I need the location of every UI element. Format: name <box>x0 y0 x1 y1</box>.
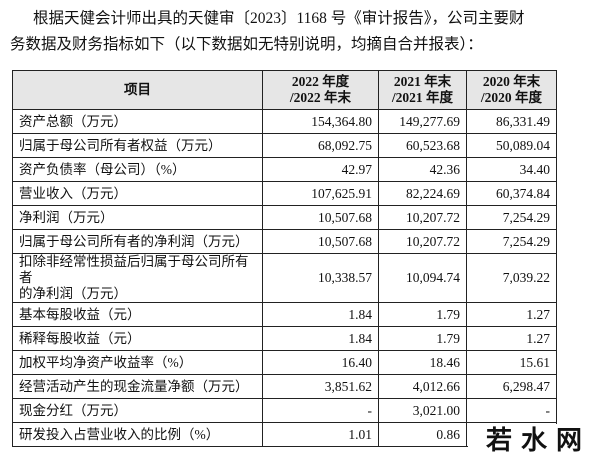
table-row: 营业收入（万元） 107,625.91 82,224.69 60,374.84 <box>12 181 557 206</box>
table-row: 基本每股收益（元） 1.84 1.79 1.27 <box>12 302 557 327</box>
header-cell: 2021 年末 /2021 年度 <box>378 70 467 110</box>
header-cell: 2022 年度 /2022 年末 <box>262 70 379 110</box>
value-cell: 1.79 <box>378 302 467 327</box>
value-cell: 86,331.49 <box>466 109 557 134</box>
item-cell: 现金分红（万元） <box>12 398 263 423</box>
value-cell: 6,298.47 <box>466 374 557 399</box>
table-row: 稀释每股收益（元） 1.84 1.79 1.27 <box>12 326 557 351</box>
item-cell: 营业收入（万元） <box>12 181 263 206</box>
header-cell: 项目 <box>12 70 263 110</box>
intro-line: 根据天健会计师出具的天健审〔2023〕1168 号《审计报告》，公司主要财 <box>33 10 525 27</box>
value-cell: 42.97 <box>262 157 379 182</box>
item-cell: 资产负债率（母公司）（%） <box>12 157 263 182</box>
value-cell: 7,254.29 <box>466 229 557 254</box>
table-row: 归属于母公司所有者的净利润（万元） 10,507.68 10,207.72 7,254… <box>12 229 557 254</box>
value-cell: 68,092.75 <box>262 133 379 158</box>
table-row: 资产总额（万元） 154,364.80 149,277.69 86,331.49 <box>12 109 557 134</box>
value-cell: - <box>262 398 379 423</box>
value-cell: 42.36 <box>378 157 467 182</box>
header-row: 项目 2022 年度 /2022 年末 2021 年末 /2021 年度 2020 年… <box>12 70 557 110</box>
value-cell: 10,507.68 <box>262 205 379 230</box>
value-cell: 10,207.72 <box>378 205 467 230</box>
item-cell: 净利润（万元） <box>12 205 263 230</box>
data-table: 项目 2022 年度 /2022 年末 2021 年末 /2021 年度 2020 年… <box>12 70 557 447</box>
value-cell: 7,254.29 <box>466 205 557 230</box>
item-cell: 基本每股收益（元） <box>12 302 263 327</box>
value-cell: 4,012.66 <box>378 374 467 399</box>
value-cell: 3,851.62 <box>262 374 379 399</box>
value-cell: 1.01 <box>262 422 379 447</box>
intro: 根据天健会计师出具的天健审〔2023〕1168 号《审计报告》，公司主要财 务数… <box>10 6 590 58</box>
value-cell: 60,374.84 <box>466 181 557 206</box>
item-cell: 经营活动产生的现金流量净额（万元） <box>12 374 263 399</box>
header-cell: 2020 年末 /2020 年度 <box>466 70 557 110</box>
item-cell: 加权平均净资产收益率（%） <box>12 350 263 375</box>
item-cell: 研发投入占营业收入的比例（%） <box>12 422 263 447</box>
table-row: 加权平均净资产收益率（%） 16.40 18.46 15.61 <box>12 350 557 375</box>
value-cell: 1.84 <box>262 326 379 351</box>
watermark: 若 水 网 <box>468 424 600 467</box>
value-cell: 1.79 <box>378 326 467 351</box>
value-cell: 1.27 <box>466 326 557 351</box>
table-row: 现金分红（万元） -3,021.00- <box>12 398 557 423</box>
value-cell: - <box>466 398 557 423</box>
value-cell: 1.27 <box>466 302 557 327</box>
table-row: 净利润（万元） 10,507.68 10,207.72 7,254.29 <box>12 205 557 230</box>
value-cell: 10,507.68 <box>262 229 379 254</box>
value-cell: 149,277.69 <box>378 109 467 134</box>
value-cell: 18.46 <box>378 350 467 375</box>
value-cell: 16.40 <box>262 350 379 375</box>
item-cell: 扣除非经常性损益后归属于母公司所有者 的净利润（万元） <box>12 253 263 303</box>
table-row: 资产负债率（母公司）（%） 42.97 42.36 34.40 <box>12 157 557 182</box>
value-cell: 7,039.22 <box>466 253 557 303</box>
intro-line: 务数据及财务指标如下（以下数据如无特别说明，均摘自合并报表）： <box>10 36 483 53</box>
value-cell: 107,625.91 <box>262 181 379 206</box>
table-row: 扣除非经常性损益后归属于母公司所有者 的净利润（万元） 10,338.57 10,0… <box>12 253 557 303</box>
item-cell: 归属于母公司所有者的净利润（万元） <box>12 229 263 254</box>
item-cell: 资产总额（万元） <box>12 109 263 134</box>
table-row: 归属于母公司所有者权益（万元） 68,092.75 60,523.68 50,089.… <box>12 133 557 158</box>
value-cell: 60,523.68 <box>378 133 467 158</box>
value-cell: 10,338.57 <box>262 253 379 303</box>
value-cell: 50,089.04 <box>466 133 557 158</box>
value-cell: 1.84 <box>262 302 379 327</box>
value-cell: 154,364.80 <box>262 109 379 134</box>
value-cell: 34.40 <box>466 157 557 182</box>
value-cell: 10,207.72 <box>378 229 467 254</box>
value-cell: 3,021.00 <box>378 398 467 423</box>
value-cell: 82,224.69 <box>378 181 467 206</box>
value-cell: 0.86 <box>378 422 467 447</box>
table-row: 经营活动产生的现金流量净额（万元） 3,851.62 4,012.66 6,298.4… <box>12 374 557 399</box>
value-cell: 10,094.74 <box>378 253 467 303</box>
item-cell: 归属于母公司所有者权益（万元） <box>12 133 263 158</box>
item-cell: 稀释每股收益（元） <box>12 326 263 351</box>
value-cell: 15.61 <box>466 350 557 375</box>
